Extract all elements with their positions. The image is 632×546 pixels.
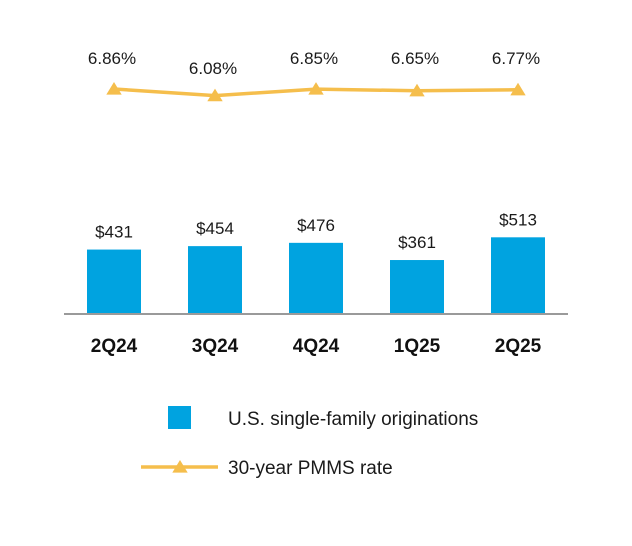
tick-label-3q24: 3Q24 xyxy=(192,336,239,357)
bar-2q25 xyxy=(491,237,545,314)
rate-marker-2q24 xyxy=(106,82,122,95)
legend-swatch-bar xyxy=(168,406,191,429)
rate-marker-3q24 xyxy=(207,88,223,102)
rate-value-labels: 6.86% 6.08% 6.85% 6.65% 6.77% xyxy=(88,49,540,78)
bar-4q24 xyxy=(289,242,343,314)
rate-label-3q24: 6.08% xyxy=(189,59,237,78)
bar-label-4q24: $476 xyxy=(297,216,335,235)
bar-label-2q24: $431 xyxy=(95,223,133,242)
bar-label-1q25: $361 xyxy=(398,233,436,252)
bar-1q25 xyxy=(390,260,444,314)
rate-marker-1q25 xyxy=(409,83,425,97)
bar-label-3q24: $454 xyxy=(196,219,234,238)
bar-label-2q25: $513 xyxy=(499,210,537,229)
rate-label-2q25: 6.77% xyxy=(492,49,540,68)
tick-label-2q24: 2Q24 xyxy=(91,336,138,357)
rate-markers xyxy=(106,82,526,102)
tick-label-4q24: 4Q24 xyxy=(293,336,340,357)
rate-label-2q24: 6.86% xyxy=(88,49,136,68)
rate-marker-2q25 xyxy=(510,82,526,96)
x-tick-labels: 2Q24 3Q24 4Q24 1Q25 2Q25 xyxy=(91,336,542,357)
bar-series xyxy=(87,237,545,314)
legend-label-originations: U.S. single-family originations xyxy=(228,409,478,430)
rate-marker-4q24 xyxy=(308,82,324,95)
legend-swatch-marker xyxy=(172,460,188,473)
bar-2q24 xyxy=(87,249,141,314)
tick-label-2q25: 2Q25 xyxy=(495,336,542,357)
rate-label-4q24: 6.85% xyxy=(290,49,338,68)
rate-label-1q25: 6.65% xyxy=(391,49,439,68)
tick-label-1q25: 1Q25 xyxy=(394,336,441,357)
bar-3q24 xyxy=(188,246,242,314)
legend-label-pmms: 30-year PMMS rate xyxy=(228,458,393,479)
legend: U.S. single-family originations 30-year … xyxy=(141,406,478,479)
bar-value-labels: $431 $454 $476 $361 $513 xyxy=(95,210,537,252)
